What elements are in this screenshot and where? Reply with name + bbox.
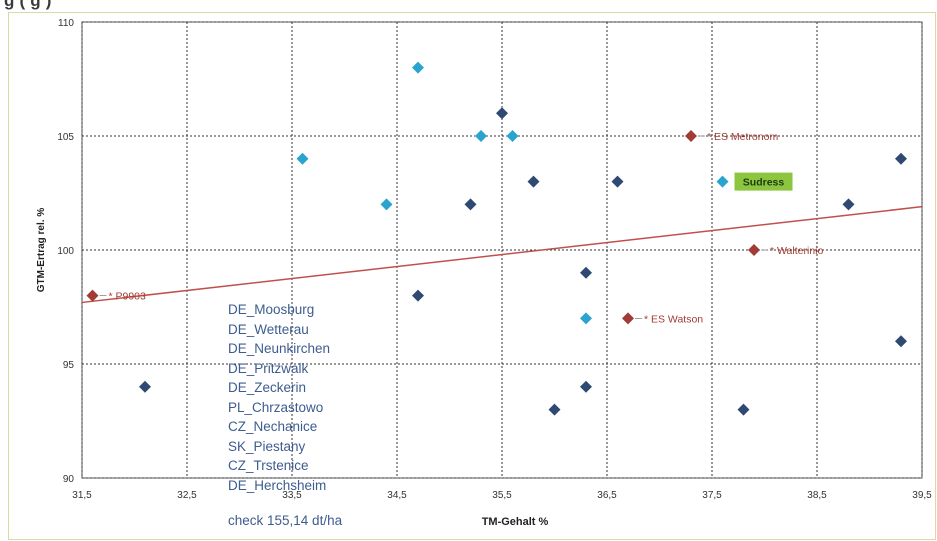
sudress-highlight-box [734, 172, 793, 191]
y-axis-title: GTM-Ertrag rel. % [36, 208, 47, 293]
cyan-diamond-point [506, 130, 519, 142]
x-tick-label: 32,5 [177, 490, 197, 501]
navy-diamond-point [895, 152, 907, 165]
navy-diamond-point [580, 266, 592, 279]
x-tick-label: 33,5 [282, 490, 302, 501]
navy-diamond-point [737, 403, 750, 416]
navy-diamond-point [895, 335, 907, 348]
site-list-item: DE_Herchsheim [228, 477, 327, 493]
navy-diamond-point [139, 380, 151, 393]
site-list-item: DE_Moosburg [228, 302, 315, 317]
x-tick-label: 35,5 [492, 490, 512, 501]
partial-title: g ( g ) [4, 0, 52, 10]
y-tick-label: 95 [63, 360, 75, 371]
cyan-diamond-point [716, 175, 729, 188]
check-label: check 155,14 dt/ha [228, 513, 343, 528]
navy-diamond-point [611, 175, 624, 188]
navy-diamond-point [496, 107, 508, 120]
navy-diamond-point [412, 289, 424, 302]
navy-diamond-point [527, 175, 540, 188]
x-tick-label: 36,5 [597, 490, 617, 501]
x-tick-label: 39,5 [912, 490, 932, 501]
red-diamond-point [748, 244, 760, 256]
site-list-item: DE_Neunkirchen [228, 341, 331, 356]
data-labels: Sudress * P9903 * ES Metronom * Walterinio *… [99, 131, 823, 325]
point-label: * ES Watson [644, 313, 703, 325]
grid [81, 21, 923, 479]
trendline-group [81, 205, 923, 304]
x-tick-label: 38,5 [807, 490, 827, 501]
x-tick-label: 37,5 [702, 490, 722, 501]
y-tick-label: 105 [57, 132, 74, 143]
x-tick-label: 31,5 [72, 490, 92, 501]
red-diamond-point [86, 289, 99, 302]
point-label: * ES Metronom [707, 131, 778, 143]
trendline [81, 205, 923, 304]
cyan-diamond-point [475, 130, 487, 142]
y-tick-label: 100 [57, 246, 74, 257]
site-list-item: CZ_Trstenice [228, 458, 309, 473]
site-list-item: PL_Chrzastowo [228, 399, 324, 415]
navy-diamond-point [580, 380, 592, 393]
navy-diamond-point [548, 403, 561, 416]
cyan-diamond-point [412, 61, 424, 74]
site-list-item: SK_Piestany [228, 438, 306, 454]
site-list-item: DE_Wetterau [228, 321, 309, 337]
data-points [86, 61, 907, 416]
chart-area [8, 12, 936, 540]
tick-labels: 31,5 32,5 33,5 34,5 35,5 36,5 37,5 38,5 39,5 90 95… [57, 18, 932, 501]
navy-diamond-point [464, 198, 477, 211]
red-diamond-point [685, 130, 697, 142]
cyan-diamond-point [580, 312, 592, 325]
y-tick-label: 110 [58, 18, 74, 29]
site-list-item: CZ_Nechanice [228, 419, 318, 434]
y-tick-label: 90 [63, 474, 75, 485]
sudress-label: Sudress [743, 177, 785, 189]
red-diamond-point [622, 312, 634, 325]
site-list-item: DE_Zeckerin [228, 380, 307, 395]
cyan-diamond-point [296, 152, 309, 165]
x-axis-title: TM-Gehalt % [482, 516, 549, 528]
point-label: * Walterinio [770, 245, 823, 257]
x-tick-label: 34,5 [387, 490, 407, 501]
point-label: * P9903 [109, 291, 147, 303]
cyan-diamond-point [380, 198, 393, 211]
navy-diamond-point [842, 198, 855, 211]
truncated-title-strip: g ( g ) [0, 0, 937, 22]
site-list-item: DE_Pritzwalk [228, 360, 309, 376]
